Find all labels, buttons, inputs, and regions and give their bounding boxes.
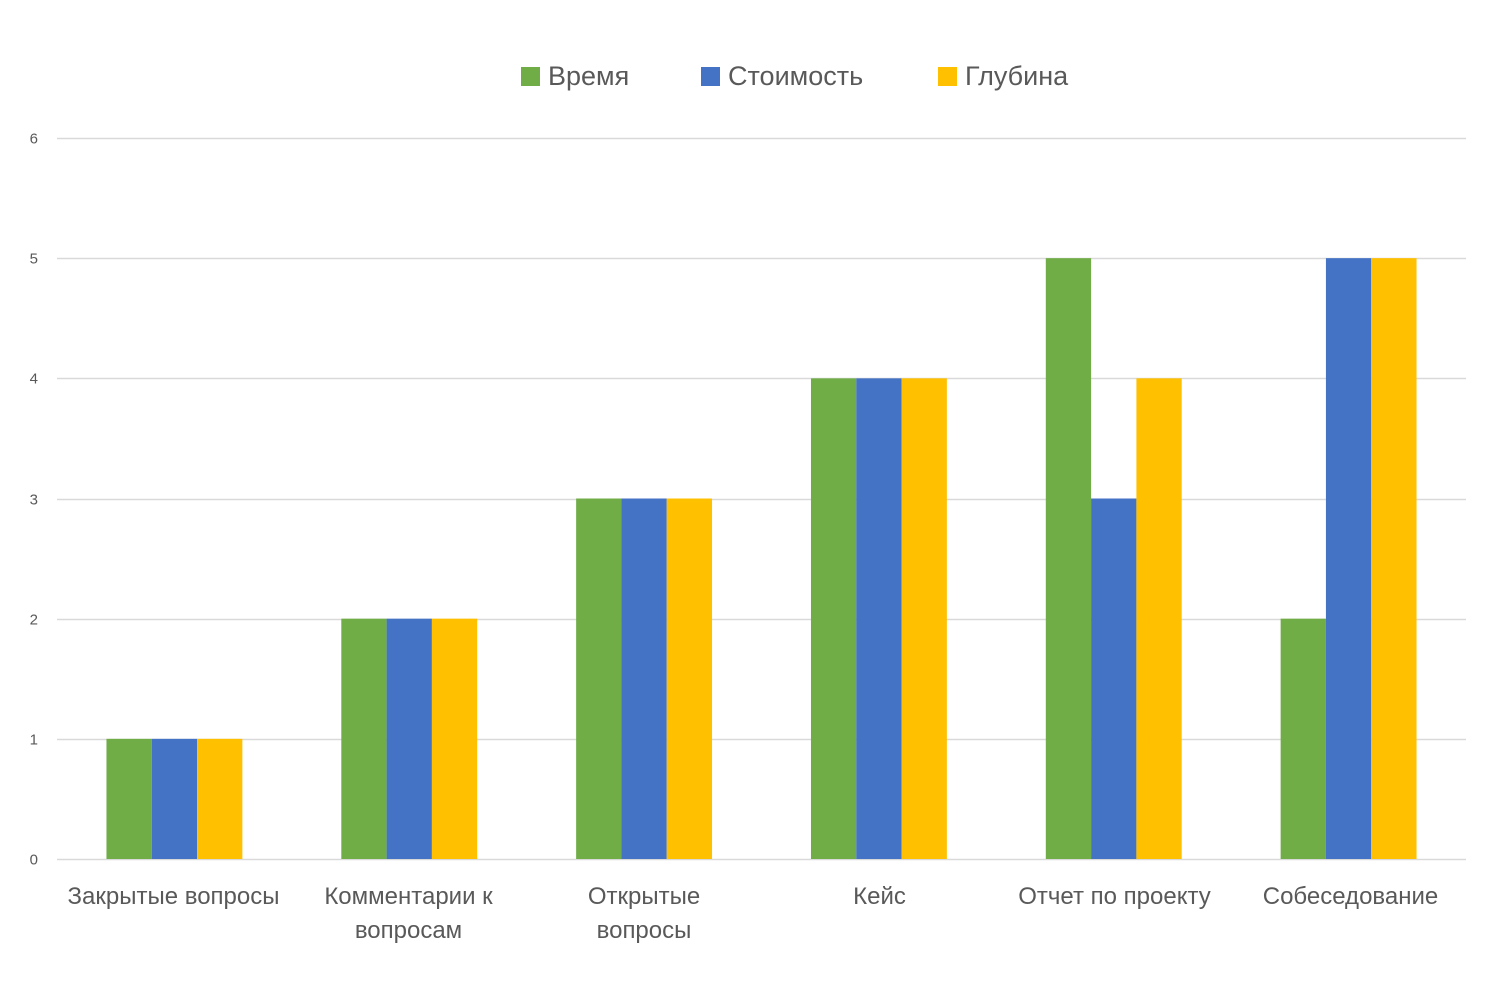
- y-axis-ticks: 0 1 2 3 4 5 6: [30, 131, 38, 869]
- legend: Время Стоимость Глубина: [0, 58, 1503, 98]
- bar-glubina: [901, 378, 947, 859]
- y-tick-label: 5: [30, 251, 38, 268]
- bar-vremya: [810, 378, 857, 859]
- bar-stoimost: [1091, 498, 1137, 859]
- bar-vremya: [341, 618, 387, 859]
- bar-glubina: [666, 498, 713, 859]
- y-tick-label: 4: [30, 371, 38, 388]
- legend-item-stoimost[interactable]: Стоимость: [701, 58, 863, 94]
- bar-glubina: [1371, 258, 1417, 860]
- bar-stoimost: [856, 378, 902, 859]
- legend-item-glubina[interactable]: Глубина: [938, 58, 1068, 94]
- legend-item-vremya[interactable]: Время: [521, 58, 629, 94]
- gridlines: [57, 137, 1466, 861]
- x-tick-label: Закрытые вопросы: [67, 883, 280, 910]
- legend-swatch-icon: [938, 66, 957, 86]
- x-tick-label: Отчет по проекту: [1018, 883, 1211, 910]
- x-tick-label: Открытые вопросы: [587, 883, 701, 944]
- legend-label: Глубина: [965, 60, 1069, 91]
- bar-vremya: [106, 738, 152, 859]
- bar-vremya: [1280, 618, 1326, 859]
- legend-label: Стоимость: [728, 60, 864, 91]
- y-tick-label: 6: [30, 131, 38, 148]
- y-tick-label: 0: [30, 852, 38, 869]
- legend-swatch-icon: [521, 66, 540, 86]
- bar-stoimost: [1325, 258, 1372, 860]
- bar-glubina: [1136, 378, 1182, 859]
- y-tick-label: 3: [30, 492, 38, 509]
- x-tick-label: Собеседование: [1262, 883, 1439, 910]
- bar-glubina: [431, 618, 478, 859]
- legend-swatch-icon: [701, 66, 720, 86]
- bar-stoimost: [151, 738, 198, 859]
- y-tick-label: 2: [30, 612, 38, 629]
- legend-label: Время: [548, 60, 630, 91]
- bars: [106, 258, 1417, 860]
- bar-stoimost: [621, 498, 667, 859]
- bar-vremya: [1045, 258, 1092, 860]
- bar-glubina: [197, 738, 243, 859]
- x-tick-label: Кейс: [853, 883, 906, 910]
- y-tick-label: 1: [30, 732, 38, 749]
- x-tick-label: Комментарии к вопросам: [324, 883, 493, 944]
- bar-vremya: [576, 498, 622, 859]
- bar-stoimost: [386, 618, 432, 859]
